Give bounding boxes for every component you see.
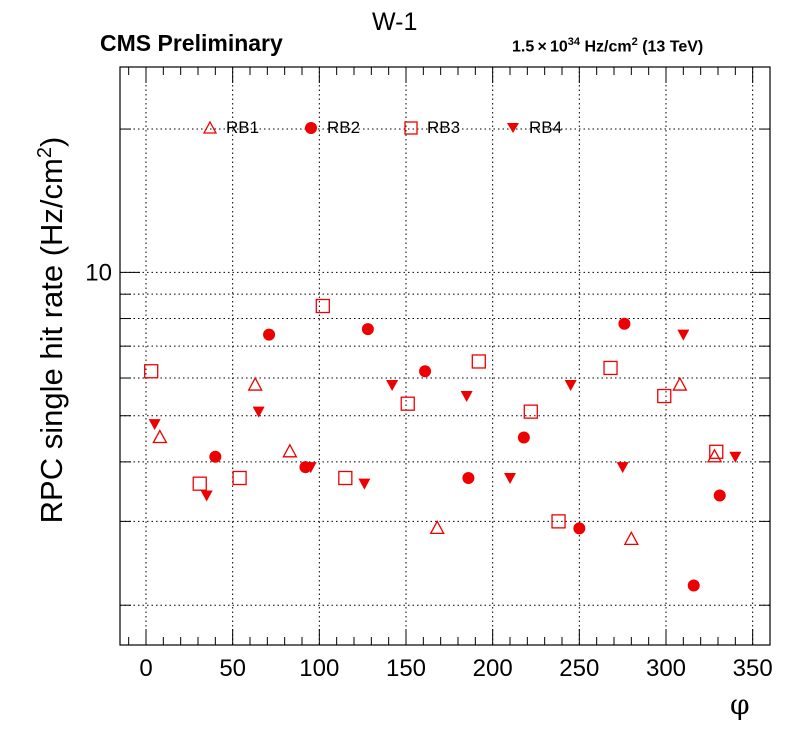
- tick-labels: 0 50 100 150 200 250 300 350 10: [85, 259, 772, 682]
- data-point-rb4: [729, 451, 742, 463]
- data-point-rb2: [209, 450, 222, 463]
- legend-item-rb3: RB3: [401, 118, 460, 138]
- y-tick-label: 10: [85, 259, 112, 286]
- lumi-times: ×: [537, 38, 547, 56]
- plot-frame: [119, 66, 771, 646]
- data-point-rb3: [232, 470, 247, 486]
- data-point-rb3: [144, 364, 159, 379]
- data-point-rb2: [618, 317, 631, 330]
- triangle-down-filled-icon: [507, 123, 519, 133]
- grid-lines: [120, 67, 770, 645]
- data-point-rb3: [192, 476, 207, 491]
- x-axis-label: φ: [730, 688, 750, 721]
- lumi-ten: 10: [550, 38, 568, 56]
- y-axis-label-close: ): [34, 136, 70, 147]
- legend-label-rb3: RB3: [427, 118, 461, 137]
- data-point-rb2: [462, 472, 475, 485]
- data-points: [144, 298, 742, 592]
- data-point-rb3: [523, 404, 538, 419]
- lumi-unit-exponent: 2: [631, 36, 638, 48]
- data-point-rb3: [603, 360, 618, 376]
- y-axis-label: RPC single hit rate (Hz/cm2): [34, 137, 70, 524]
- x-tick-label: 100: [299, 655, 339, 682]
- data-point-rb3: [400, 396, 415, 411]
- data-point-rb1: [623, 530, 639, 546]
- data-point-rb4: [304, 462, 317, 474]
- data-point-rb3: [471, 354, 486, 369]
- legend-item-rb1: RB1: [200, 118, 259, 138]
- lumi-exponent: 34: [567, 36, 581, 48]
- y-axis-label-exponent: 2: [33, 146, 56, 159]
- legend-label-rb4: RB4: [529, 118, 563, 137]
- data-point-rb1: [152, 429, 168, 444]
- x-tick-label: 50: [219, 655, 246, 682]
- axis-ticks: [120, 67, 770, 645]
- x-tick-label: 250: [559, 655, 599, 682]
- chart-title: W-1: [372, 8, 418, 36]
- x-tick-label: 350: [733, 655, 773, 682]
- legend-label-rb1: RB1: [226, 118, 260, 137]
- data-point-rb3: [551, 514, 566, 529]
- data-point-rb2: [517, 431, 530, 444]
- square-open-icon: [404, 121, 418, 135]
- data-point-rb3: [657, 388, 672, 404]
- data-point-rb2: [573, 522, 586, 535]
- triangle-up-open-icon: [202, 120, 218, 134]
- y-axis-label-text: RPC single hit rate (Hz/cm: [34, 158, 70, 524]
- lumi-unit: Hz/cm: [584, 38, 632, 56]
- data-point-rb4: [200, 490, 213, 502]
- data-point-rb4: [616, 462, 629, 474]
- lumi-base: 1.5: [512, 38, 535, 56]
- legend-item-rb4: RB4: [503, 118, 562, 138]
- luminosity-label: 1.5 × 1034 Hz/cm2 (13 TeV): [512, 36, 703, 56]
- legend-label-rb2: RB2: [327, 118, 361, 137]
- data-point-rb1: [706, 448, 723, 463]
- lumi-energy: (13 TeV): [642, 38, 704, 56]
- data-point-rb4: [252, 406, 265, 418]
- x-tick-label: 0: [139, 655, 152, 682]
- data-point-rb2: [263, 328, 276, 341]
- data-point-rb4: [386, 380, 399, 392]
- x-tick-label: 150: [386, 655, 426, 682]
- data-point-rb4: [358, 478, 371, 490]
- data-point-rb2: [361, 323, 374, 336]
- circle-filled-icon: [305, 122, 317, 134]
- data-point-rb4: [504, 473, 516, 485]
- x-tick-label: 300: [646, 655, 686, 682]
- data-point-rb4: [677, 329, 690, 341]
- data-point-rb1: [429, 520, 445, 535]
- data-point-rb4: [564, 380, 577, 392]
- data-point-rb1: [672, 376, 688, 391]
- legend-item-rb2: RB2: [301, 118, 360, 138]
- data-point-rb4: [148, 419, 161, 431]
- x-tick-label: 200: [473, 655, 513, 682]
- data-point-rb3: [338, 470, 353, 486]
- experiment-label: CMS Preliminary: [100, 30, 283, 56]
- data-point-rb2: [687, 579, 700, 592]
- data-point-rb1: [247, 376, 263, 391]
- data-point-rb4: [460, 391, 473, 403]
- data-point-rb2: [419, 365, 432, 378]
- data-point-rb2: [713, 489, 726, 502]
- data-point-rb3: [315, 298, 330, 314]
- data-point-rb3: [709, 444, 724, 459]
- data-point-rb1: [282, 443, 298, 458]
